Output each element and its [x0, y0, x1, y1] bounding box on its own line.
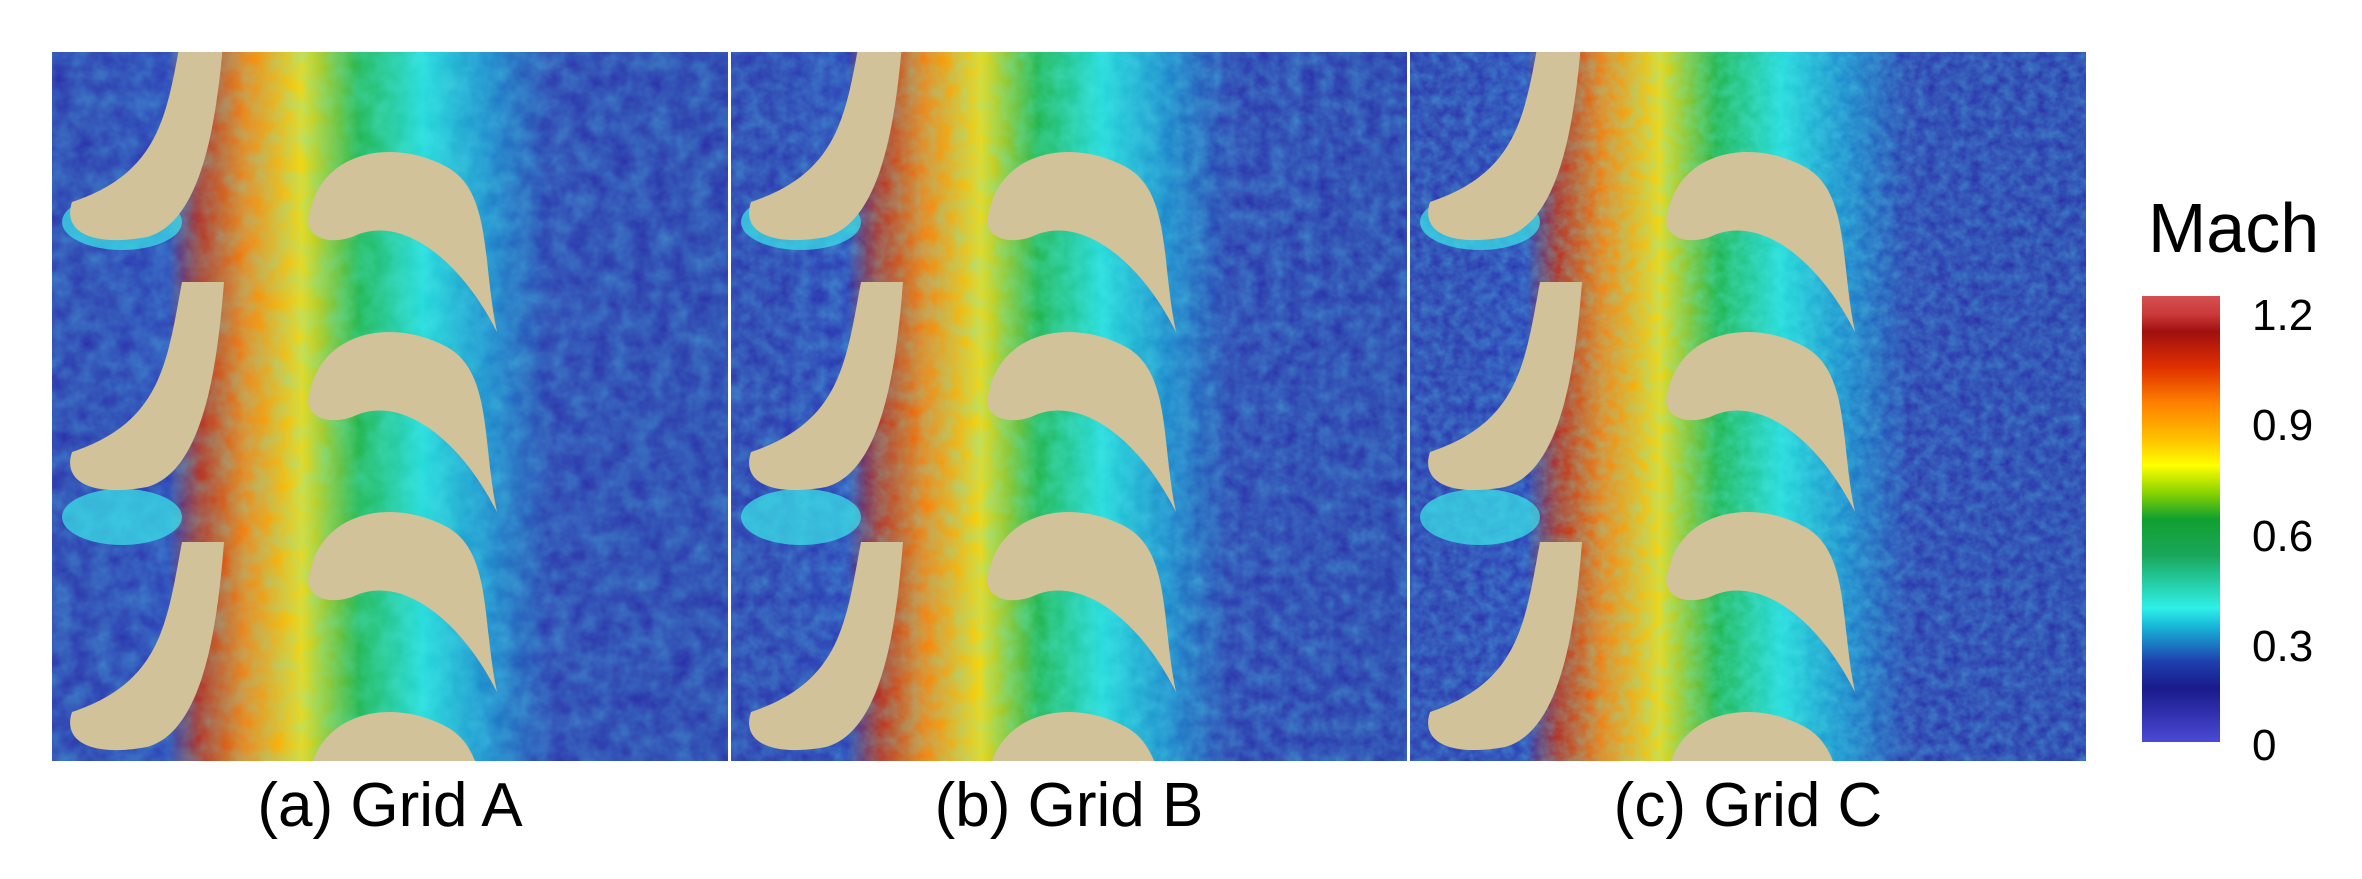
mach-contour-a	[52, 52, 728, 761]
caption-grid-c: (c) Grid C	[1613, 771, 1883, 840]
mach-contour-c	[1410, 52, 2086, 761]
contour-panel-grid-c	[1410, 52, 2086, 761]
colorbar-gradient	[2142, 296, 2220, 742]
caption-grid-a: (a) Grid A	[257, 771, 523, 840]
contour-panel-grid-b	[731, 52, 1407, 761]
colorbar-tick-0: 0	[2252, 721, 2277, 770]
mach-contour-b	[731, 52, 1407, 761]
caption-grid-b: (b) Grid B	[934, 771, 1204, 840]
contour-panel-grid-a	[52, 52, 728, 761]
colorbar-tick-0-3: 0.3	[2252, 622, 2314, 671]
colorbar-tick-1-2: 1.2	[2252, 291, 2314, 340]
colorbar-title: Mach	[2148, 189, 2320, 267]
colorbar-tick-0-9: 0.9	[2252, 401, 2314, 450]
colorbar-tick-0-6: 0.6	[2252, 512, 2314, 561]
